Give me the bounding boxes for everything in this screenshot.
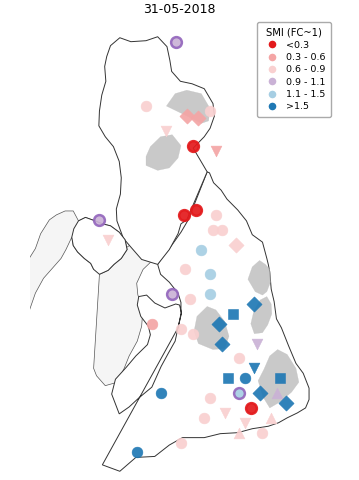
Polygon shape <box>0 211 166 385</box>
Point <box>242 374 248 382</box>
Polygon shape <box>248 261 271 295</box>
Point <box>207 270 213 278</box>
Polygon shape <box>258 349 299 408</box>
Point <box>268 414 274 421</box>
Point <box>213 211 219 219</box>
Point <box>210 226 216 234</box>
Polygon shape <box>194 306 229 349</box>
Point <box>173 38 178 46</box>
Point <box>207 107 213 115</box>
Point <box>178 325 184 333</box>
Point <box>190 142 195 149</box>
Point <box>254 340 260 348</box>
Polygon shape <box>146 135 181 170</box>
Point <box>283 399 289 407</box>
Point <box>257 389 262 397</box>
Point <box>216 320 222 328</box>
Point <box>248 404 254 412</box>
Point <box>134 449 140 456</box>
Point <box>260 429 265 436</box>
Title: 31-05-2018: 31-05-2018 <box>143 3 216 16</box>
Polygon shape <box>72 217 127 274</box>
Point <box>230 310 236 318</box>
Point <box>213 147 219 155</box>
Point <box>184 112 190 120</box>
Point <box>201 414 207 421</box>
Point <box>251 364 257 372</box>
Point <box>149 320 155 328</box>
Point <box>207 290 213 298</box>
Point <box>169 290 175 298</box>
Point <box>207 394 213 402</box>
Point <box>236 429 242 436</box>
Point <box>178 439 184 446</box>
Point <box>97 216 102 224</box>
Point <box>251 300 257 308</box>
Point <box>274 389 280 397</box>
Point <box>164 127 169 134</box>
Point <box>236 355 242 362</box>
Point <box>182 265 188 273</box>
Point <box>199 246 204 253</box>
Point <box>222 409 228 417</box>
Point <box>242 419 248 427</box>
Polygon shape <box>167 90 210 123</box>
Point <box>219 226 225 234</box>
Point <box>193 206 199 214</box>
Point <box>196 115 201 122</box>
Point <box>105 236 111 243</box>
Point <box>236 389 242 397</box>
Point <box>190 330 195 337</box>
Point <box>219 340 225 348</box>
Polygon shape <box>251 297 272 334</box>
Point <box>225 374 230 382</box>
Point <box>233 241 239 249</box>
Point <box>158 389 163 397</box>
Polygon shape <box>99 37 214 264</box>
Legend: <0.3, 0.3 - 0.6, 0.6 - 0.9, 0.9 - 1.1, 1.1 - 1.5, >1.5: <0.3, 0.3 - 0.6, 0.6 - 0.9, 0.9 - 1.1, 1… <box>257 22 331 117</box>
Point <box>187 295 192 303</box>
Point <box>181 211 187 219</box>
Polygon shape <box>102 172 309 471</box>
Point <box>143 102 149 110</box>
Point <box>277 374 283 382</box>
